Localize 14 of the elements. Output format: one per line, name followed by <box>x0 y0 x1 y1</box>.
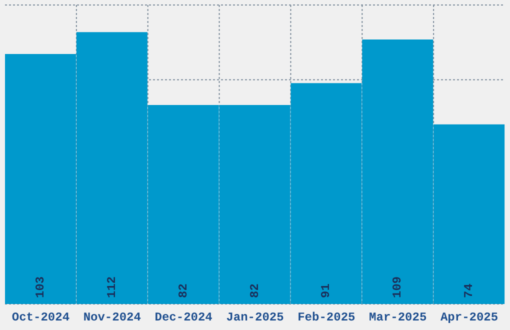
data-label: 82 <box>176 284 190 298</box>
x-tick-label: Jan-2025 <box>226 310 284 325</box>
data-label: 82 <box>248 284 262 298</box>
data-label: 112 <box>104 276 119 298</box>
x-tick-label: Nov-2024 <box>83 310 141 325</box>
data-label: 109 <box>390 276 405 298</box>
x-tick-label: Feb-2025 <box>298 310 356 325</box>
x-tick-label: Apr-2025 <box>440 310 498 325</box>
x-tick-label: Oct-2024 <box>12 310 70 325</box>
x-tick-label: Mar-2025 <box>369 310 427 325</box>
data-label: 103 <box>34 276 48 298</box>
x-tick-label: Dec-2024 <box>154 310 212 325</box>
data-label: 91 <box>319 284 334 298</box>
data-label: 74 <box>462 284 476 298</box>
